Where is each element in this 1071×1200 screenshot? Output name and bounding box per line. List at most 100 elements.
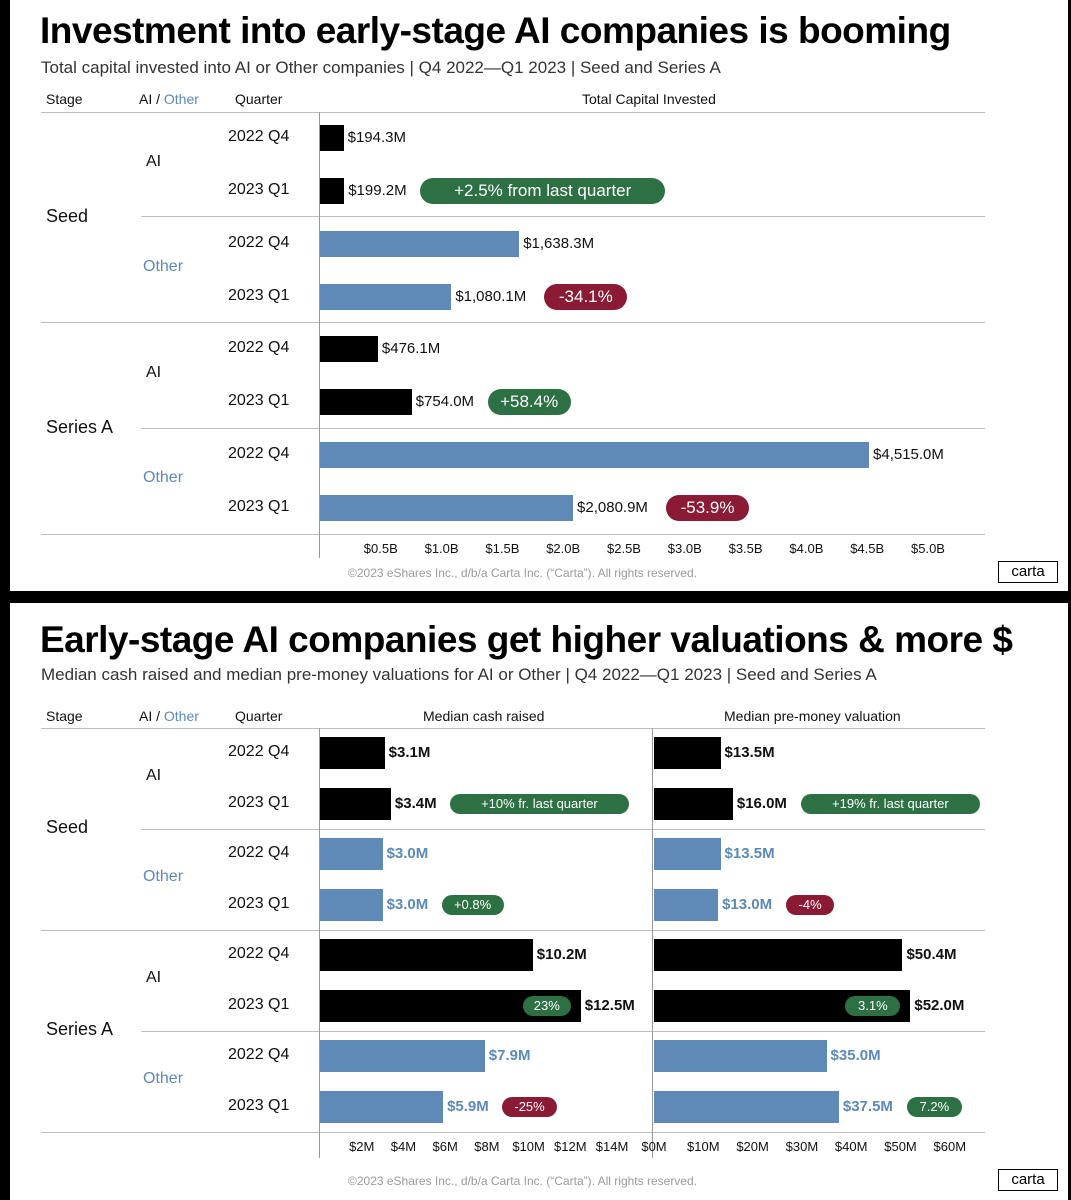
- quarter-label: 2023 Q1: [228, 793, 290, 811]
- x-tick-label: $20M: [736, 1139, 769, 1154]
- quarter-label: 2023 Q1: [228, 995, 290, 1013]
- row-divider: [141, 428, 985, 429]
- bar-seed-ai-2023-q1: [654, 787, 733, 820]
- x-tick-label: $6M: [432, 1139, 458, 1154]
- axis-line: [319, 728, 320, 1158]
- subtitle: Median cash raised and median pre-money …: [41, 665, 877, 684]
- axis-line: [319, 112, 320, 558]
- bar-series-a-other-2022-q4: [320, 441, 870, 468]
- change-badge: +2.5% from last quarter: [420, 178, 666, 205]
- x-tick-label: $3.5B: [728, 541, 763, 556]
- change-badge: 7.2%: [906, 1096, 962, 1117]
- x-tick-label: $4.0B: [789, 541, 824, 556]
- x-tick-label: $40M: [834, 1139, 868, 1154]
- category-label: Other: [143, 867, 184, 885]
- category-label: Other: [143, 258, 184, 276]
- header-total-capital: Total Capital Invested: [582, 91, 716, 107]
- change-badge: -25%: [502, 1096, 558, 1117]
- bar-series-a-other-2022-q4: [320, 1040, 485, 1073]
- row-divider: [141, 216, 985, 217]
- copyright: ©2023 eShares Inc., d/b/a Carta Inc. (“C…: [348, 1174, 697, 1188]
- change-badge: +19% fr. last quarter: [800, 793, 980, 814]
- bar-seed-other-2023-q1: [320, 888, 383, 921]
- quarter-label: 2022 Q4: [228, 945, 290, 963]
- quarter-label: 2023 Q1: [228, 1096, 290, 1114]
- x-tick-label: $10M: [512, 1139, 545, 1154]
- x-tick-label: $0.5B: [363, 541, 398, 556]
- x-tick-label: $60M: [933, 1139, 967, 1154]
- change-badge: +58.4%: [487, 389, 571, 416]
- category-label: AI: [146, 152, 162, 170]
- header-ai-other: AI / Other: [139, 708, 199, 724]
- quarter-label: 2023 Q1: [228, 497, 290, 515]
- category-label: AI: [146, 363, 162, 381]
- header-stage: Stage: [46, 708, 83, 724]
- stage-label: Seed: [46, 205, 89, 226]
- header-ai: AI /: [139, 708, 161, 724]
- value-label: $13.5M: [724, 845, 775, 863]
- quarter-label: 2023 Q1: [228, 392, 290, 410]
- valuation-panel: Early-stage AI companies get higher valu…: [10, 603, 1068, 1200]
- quarter-label: 2022 Q4: [228, 233, 290, 251]
- header-ai-other: AI / Other: [139, 91, 199, 107]
- value-label: $199.2M: [348, 182, 407, 200]
- value-label: $3.0M: [386, 845, 429, 863]
- stage-divider: [41, 930, 985, 931]
- value-label: $16.0M: [736, 794, 787, 812]
- x-tick-label: $0M: [641, 1139, 667, 1154]
- header-ai: AI /: [139, 91, 161, 107]
- x-tick-label: $5.0B: [911, 541, 945, 556]
- header-divider: [41, 112, 985, 113]
- row-divider: [141, 829, 985, 830]
- category-label: Other: [143, 1069, 184, 1087]
- bottom-divider: [41, 534, 985, 535]
- x-tick-label: $4M: [390, 1139, 417, 1154]
- stage-label: Series A: [46, 1019, 114, 1039]
- change-badge: -4%: [786, 894, 835, 915]
- quarter-label: 2023 Q1: [228, 286, 290, 304]
- change-badge: 23%: [522, 995, 571, 1016]
- x-tick-label: $30M: [785, 1139, 819, 1154]
- bar-seed-other-2022-q4: [320, 230, 520, 257]
- value-label: $1,638.3M: [523, 234, 595, 252]
- bar-series-a-ai-2022-q4: [320, 336, 378, 363]
- value-label: $13.5M: [724, 744, 775, 762]
- bottom-divider: [41, 1132, 985, 1133]
- bar-seed-other-2023-q1: [654, 888, 719, 921]
- value-label: $13.0M: [722, 895, 773, 913]
- x-tick-label: $4.5B: [850, 541, 885, 556]
- header-other: Other: [163, 708, 199, 724]
- header-quarter: Quarter: [235, 91, 283, 107]
- value-label: $3.0M: [386, 895, 429, 913]
- bar-series-a-other-2023-q1: [320, 494, 574, 521]
- value-label: $3.4M: [394, 794, 437, 812]
- stage-label: Series A: [46, 416, 114, 437]
- value-label: $52.0M: [914, 996, 965, 1014]
- bar-series-a-ai-2023-q1: [320, 389, 412, 416]
- x-tick-label: $12M: [554, 1139, 587, 1154]
- value-label: $10.2M: [536, 946, 587, 964]
- x-tick-label: $2M: [349, 1139, 375, 1154]
- value-label: $5.9M: [447, 1097, 489, 1115]
- x-tick-label: $1.0B: [424, 541, 459, 556]
- change-badge: +10% fr. last quarter: [449, 793, 629, 814]
- bar-series-a-ai-2022-q4: [654, 939, 903, 972]
- header-median-cash: Median cash raised: [423, 708, 545, 724]
- quarter-label: 2022 Q4: [228, 844, 290, 862]
- page-title: Investment into early-stage AI companies…: [40, 10, 951, 51]
- change-badge: -53.9%: [666, 494, 750, 521]
- change-badge: +0.8%: [441, 894, 504, 915]
- copyright: ©2023 eShares Inc., d/b/a Carta Inc. (“C…: [348, 566, 697, 580]
- value-label: $7.9M: [488, 1047, 531, 1065]
- value-label: $754.0M: [415, 393, 475, 411]
- quarter-label: 2022 Q4: [228, 128, 290, 146]
- bar-seed-ai-2023-q1: [320, 787, 391, 820]
- value-label: $12.5M: [584, 996, 635, 1014]
- x-tick-label: $8M: [474, 1139, 500, 1154]
- bar-seed-ai-2023-q1: [320, 178, 345, 205]
- x-tick-label: $2.0B: [546, 541, 581, 556]
- header-quarter: Quarter: [235, 708, 283, 724]
- value-label: $4,515.0M: [873, 445, 944, 463]
- value-label: $1,080.1M: [455, 287, 527, 305]
- value-label: $50.4M: [906, 946, 957, 964]
